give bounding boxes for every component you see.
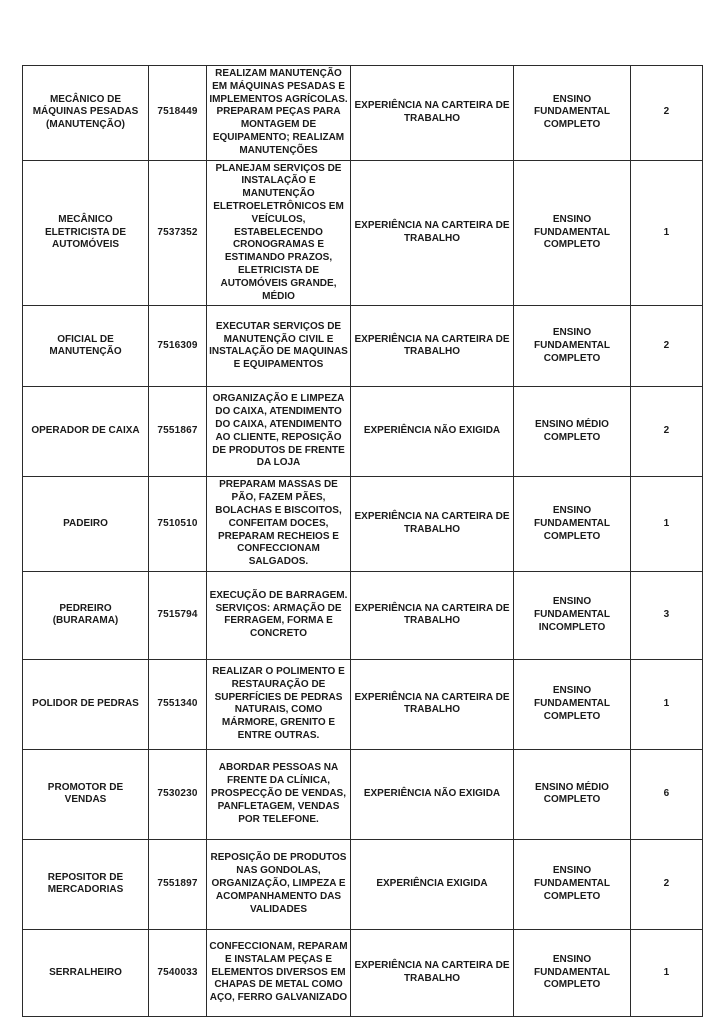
education-cell: ENSINO MÉDIO COMPLETO <box>513 748 631 840</box>
vacancies-count-cell: 6 <box>630 748 703 840</box>
job-title-cell: POLIDOR DE PEDRAS <box>22 658 149 750</box>
job-title-cell: MECÂNICO DE MÁQUINAS PESADAS (MANUTENÇÃO… <box>22 65 149 161</box>
vacancies-count-cell: 1 <box>630 476 703 572</box>
job-code-cell: 7551897 <box>148 838 207 930</box>
job-description-cell: ORGANIZAÇÃO E LIMPEZA DO CAIXA, ATENDIME… <box>206 386 351 478</box>
education-cell: ENSINO FUNDAMENTAL COMPLETO <box>513 838 631 930</box>
job-code-cell: 7551867 <box>148 386 207 478</box>
job-code-cell: 7537352 <box>148 159 207 307</box>
table-row: POLIDOR DE PEDRAS 7551340 REALIZAR O POL… <box>22 658 703 750</box>
table-row: PADEIRO 7510510 PREPARAM MASSAS DE PÃO, … <box>22 476 703 572</box>
job-code-cell: 7516309 <box>148 305 207 388</box>
experience-cell: EXPERIÊNCIA NA CARTEIRA DE TRABALHO <box>350 159 514 307</box>
education-cell: ENSINO FUNDAMENTAL COMPLETO <box>513 928 631 1017</box>
job-description-cell: REALIZAM MANUTENÇÃO EM MÁQUINAS PESADAS … <box>206 65 351 161</box>
job-description-cell: EXECUTAR SERVIÇOS DE MANUTENÇÃO CIVIL E … <box>206 305 351 388</box>
job-code-cell: 7518449 <box>148 65 207 161</box>
table-row: PEDREIRO (BURARAMA) 7515794 EXECUÇÃO DE … <box>22 570 703 660</box>
job-description-cell: CONFECCIONAM, REPARAM E INSTALAM PEÇAS E… <box>206 928 351 1017</box>
job-title-cell: OPERADOR DE CAIXA <box>22 386 149 478</box>
job-description-cell: ABORDAR PESSOAS NA FRENTE DA CLÍNICA, PR… <box>206 748 351 840</box>
job-title-cell: OFICIAL DE MANUTENÇÃO <box>22 305 149 388</box>
experience-cell: EXPERIÊNCIA NÃO EXIGIDA <box>350 386 514 478</box>
job-code-cell: 7510510 <box>148 476 207 572</box>
job-description-cell: PLANEJAM SERVIÇOS DE INSTALAÇÃO E MANUTE… <box>206 159 351 307</box>
experience-cell: EXPERIÊNCIA NA CARTEIRA DE TRABALHO <box>350 65 514 161</box>
vacancies-count-cell: 2 <box>630 838 703 930</box>
education-cell: ENSINO FUNDAMENTAL COMPLETO <box>513 305 631 388</box>
job-title-cell: PADEIRO <box>22 476 149 572</box>
job-title-cell: PROMOTOR DE VENDAS <box>22 748 149 840</box>
education-cell: ENSINO FUNDAMENTAL COMPLETO <box>513 476 631 572</box>
education-cell: ENSINO MÉDIO COMPLETO <box>513 386 631 478</box>
experience-cell: EXPERIÊNCIA NÃO EXIGIDA <box>350 748 514 840</box>
job-title-cell: SERRALHEIRO <box>22 928 149 1017</box>
job-description-cell: REPOSIÇÃO DE PRODUTOS NAS GONDOLAS, ORGA… <box>206 838 351 930</box>
vacancies-count-cell: 2 <box>630 65 703 161</box>
table-row: PROMOTOR DE VENDAS 7530230 ABORDAR PESSO… <box>22 748 703 840</box>
job-code-cell: 7530230 <box>148 748 207 840</box>
job-code-cell: 7551340 <box>148 658 207 750</box>
job-description-cell: REALIZAR O POLIMENTO E RESTAURAÇÃO DE SU… <box>206 658 351 750</box>
education-cell: ENSINO FUNDAMENTAL INCOMPLETO <box>513 570 631 660</box>
table-row: OPERADOR DE CAIXA 7551867 ORGANIZAÇÃO E … <box>22 386 703 478</box>
education-cell: ENSINO FUNDAMENTAL COMPLETO <box>513 658 631 750</box>
job-vacancies-table: MECÂNICO DE MÁQUINAS PESADAS (MANUTENÇÃO… <box>22 65 703 1017</box>
vacancies-count-cell: 1 <box>630 159 703 307</box>
vacancies-count-cell: 3 <box>630 570 703 660</box>
job-code-cell: 7540033 <box>148 928 207 1017</box>
experience-cell: EXPERIÊNCIA NA CARTEIRA DE TRABALHO <box>350 305 514 388</box>
table-row: MECÂNICO ELETRICISTA DE AUTOMÓVEIS 75373… <box>22 159 703 307</box>
table-row: MECÂNICO DE MÁQUINAS PESADAS (MANUTENÇÃO… <box>22 65 703 161</box>
experience-cell: EXPERIÊNCIA NA CARTEIRA DE TRABALHO <box>350 570 514 660</box>
vacancies-count-cell: 1 <box>630 928 703 1017</box>
table-row: REPOSITOR DE MERCADORIAS 7551897 REPOSIÇ… <box>22 838 703 930</box>
experience-cell: EXPERIÊNCIA NA CARTEIRA DE TRABALHO <box>350 658 514 750</box>
education-cell: ENSINO FUNDAMENTAL COMPLETO <box>513 159 631 307</box>
job-title-cell: REPOSITOR DE MERCADORIAS <box>22 838 149 930</box>
job-description-cell: EXECUÇÃO DE BARRAGEM. SERVIÇOS: ARMAÇÃO … <box>206 570 351 660</box>
vacancies-count-cell: 2 <box>630 305 703 388</box>
job-description-cell: PREPARAM MASSAS DE PÃO, FAZEM PÃES, BOLA… <box>206 476 351 572</box>
experience-cell: EXPERIÊNCIA NA CARTEIRA DE TRABALHO <box>350 476 514 572</box>
vacancies-count-cell: 1 <box>630 658 703 750</box>
job-code-cell: 7515794 <box>148 570 207 660</box>
education-cell: ENSINO FUNDAMENTAL COMPLETO <box>513 65 631 161</box>
table-row: SERRALHEIRO 7540033 CONFECCIONAM, REPARA… <box>22 928 703 1017</box>
job-title-cell: MECÂNICO ELETRICISTA DE AUTOMÓVEIS <box>22 159 149 307</box>
vacancies-count-cell: 2 <box>630 386 703 478</box>
job-title-cell: PEDREIRO (BURARAMA) <box>22 570 149 660</box>
table-row: OFICIAL DE MANUTENÇÃO 7516309 EXECUTAR S… <box>22 305 703 388</box>
experience-cell: EXPERIÊNCIA EXIGIDA <box>350 838 514 930</box>
experience-cell: EXPERIÊNCIA NA CARTEIRA DE TRABALHO <box>350 928 514 1017</box>
